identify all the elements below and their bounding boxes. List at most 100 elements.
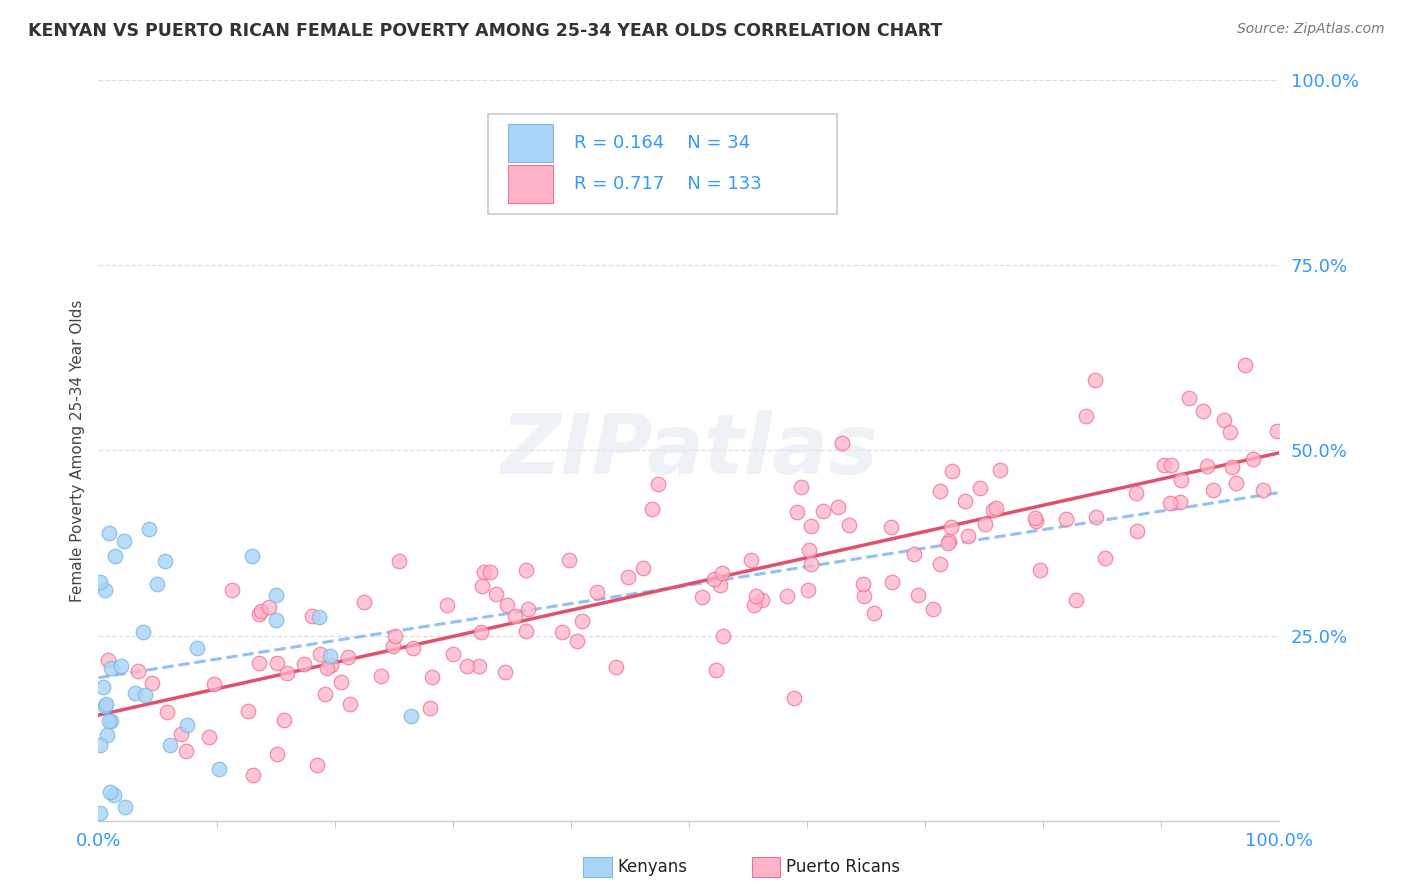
- Point: [800, 519, 823, 533]
- Point: [1029, 563, 1052, 577]
- Point: [221, 582, 243, 597]
- Point: [1066, 593, 1088, 607]
- Point: [468, 658, 491, 673]
- Point: [141, 675, 163, 690]
- Point: [176, 744, 198, 758]
- Point: [257, 599, 280, 614]
- Point: [186, 640, 208, 655]
- Point: [744, 589, 766, 603]
- Point: [301, 609, 323, 624]
- Point: [969, 481, 991, 495]
- Point: [941, 464, 963, 478]
- Point: [852, 577, 875, 591]
- Point: [631, 560, 654, 574]
- Point: [242, 767, 264, 781]
- Point: [709, 578, 731, 592]
- Point: [790, 480, 813, 494]
- Point: [903, 548, 925, 562]
- Point: [127, 664, 149, 678]
- Point: [1025, 514, 1047, 528]
- Point: [370, 669, 392, 683]
- Point: [981, 503, 1004, 517]
- Point: [330, 675, 353, 690]
- Point: [264, 588, 287, 602]
- Point: [1085, 509, 1108, 524]
- Point: [605, 660, 627, 674]
- Point: [420, 670, 443, 684]
- Point: [97, 653, 120, 667]
- Point: [89, 575, 111, 590]
- Point: [273, 713, 295, 727]
- Point: [1084, 373, 1107, 387]
- Point: [852, 589, 875, 603]
- Point: [776, 589, 799, 603]
- Point: [138, 522, 160, 536]
- Point: [314, 687, 336, 701]
- Point: [100, 660, 122, 674]
- Point: [337, 649, 360, 664]
- Point: [236, 704, 259, 718]
- Point: [1220, 460, 1243, 475]
- Text: ZIPatlas: ZIPatlas: [501, 410, 877, 491]
- Point: [1241, 452, 1264, 467]
- Point: [496, 598, 519, 612]
- Point: [1178, 392, 1201, 406]
- FancyBboxPatch shape: [488, 113, 837, 213]
- Point: [567, 634, 589, 648]
- Point: [616, 570, 638, 584]
- Point: [1212, 413, 1234, 427]
- Point: [1160, 458, 1182, 472]
- Point: [558, 553, 581, 567]
- Point: [811, 504, 834, 518]
- Point: [176, 718, 198, 732]
- Text: Source: ZipAtlas.com: Source: ZipAtlas.com: [1237, 22, 1385, 37]
- Point: [307, 758, 329, 772]
- Point: [292, 657, 315, 672]
- Point: [503, 609, 526, 624]
- Point: [988, 462, 1011, 476]
- Point: [1125, 486, 1147, 500]
- Point: [1170, 473, 1192, 487]
- Point: [863, 606, 886, 620]
- Point: [104, 549, 127, 563]
- Point: [319, 649, 342, 664]
- Point: [321, 657, 343, 672]
- Point: [202, 677, 225, 691]
- Point: [751, 592, 773, 607]
- Point: [744, 598, 766, 612]
- Point: [1074, 409, 1097, 424]
- Point: [247, 657, 270, 671]
- Point: [494, 665, 516, 679]
- Point: [134, 688, 156, 702]
- Point: [1159, 496, 1181, 510]
- Point: [710, 566, 733, 580]
- Point: [96, 728, 118, 742]
- Point: [240, 549, 263, 563]
- Point: [266, 614, 288, 628]
- Point: [929, 483, 952, 498]
- Point: [907, 588, 929, 602]
- Point: [103, 788, 125, 802]
- Point: [309, 647, 332, 661]
- Point: [436, 598, 458, 612]
- Point: [797, 583, 820, 598]
- Point: [939, 519, 962, 533]
- Point: [973, 516, 995, 531]
- Text: Puerto Ricans: Puerto Ricans: [786, 858, 900, 876]
- Point: [1197, 459, 1219, 474]
- Point: [831, 435, 853, 450]
- Text: R = 0.717    N = 133: R = 0.717 N = 133: [575, 175, 762, 193]
- Point: [419, 700, 441, 714]
- Point: [100, 714, 122, 728]
- Point: [388, 554, 411, 568]
- Point: [1225, 476, 1247, 491]
- Point: [955, 493, 977, 508]
- Point: [266, 657, 288, 671]
- Point: [96, 697, 118, 711]
- Point: [956, 529, 979, 543]
- Point: [517, 602, 540, 616]
- Point: [89, 806, 111, 821]
- Point: [94, 583, 117, 598]
- Point: [198, 731, 221, 745]
- Point: [145, 577, 167, 591]
